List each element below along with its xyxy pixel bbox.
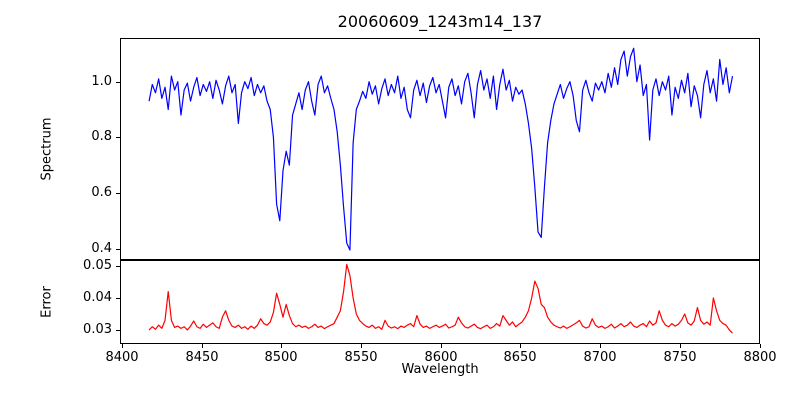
error-x-tick-label: 8600	[424, 350, 458, 365]
error-x-tick-label: 8450	[185, 350, 219, 365]
spectrum-line	[148, 47, 734, 251]
error-x-tick	[680, 344, 681, 348]
error-x-tick	[520, 344, 521, 348]
error-x-tick-label: 8700	[583, 350, 617, 365]
spectrum-y-tick-label: 0.6	[91, 185, 112, 200]
spectrum-y-tick-label: 0.4	[91, 241, 112, 256]
spectrum-y-tick-label: 1.0	[91, 74, 112, 89]
error-x-tick	[361, 344, 362, 348]
plot-title: 20060609_1243m14_137	[337, 12, 543, 31]
error-x-tick-label: 8500	[264, 350, 298, 365]
spectrum-y-axis-label: Spectrum	[39, 117, 55, 181]
error-y-tick	[116, 266, 120, 267]
error-x-tick-label: 8400	[105, 350, 139, 365]
error-x-tick	[600, 344, 601, 348]
spectrum-y-tick	[116, 249, 120, 250]
error-x-tick-label: 8750	[663, 350, 697, 365]
spectrum-y-tick	[116, 193, 120, 194]
x-axis-label: Wavelength	[401, 362, 479, 377]
error-x-tick-label: 8800	[743, 350, 777, 365]
error-plot	[120, 260, 760, 344]
error-x-tick-label: 8650	[503, 350, 537, 365]
error-x-tick	[441, 344, 442, 348]
error-y-tick	[116, 298, 120, 299]
error-panel	[120, 260, 760, 344]
error-y-tick-label: 0.04	[83, 290, 112, 305]
error-x-tick-label: 8550	[344, 350, 378, 365]
spectrum-panel	[120, 38, 760, 260]
error-x-tick	[202, 344, 203, 348]
error-line	[148, 263, 733, 334]
error-y-tick	[116, 330, 120, 331]
error-y-tick-label: 0.03	[83, 322, 112, 337]
error-x-tick	[122, 344, 123, 348]
error-axes-frame	[120, 260, 760, 344]
error-y-tick-label: 0.05	[83, 258, 112, 273]
spectrum-y-tick	[116, 82, 120, 83]
spectrum-plot	[120, 38, 760, 260]
spectrum-axes-frame	[120, 38, 760, 260]
error-x-tick	[281, 344, 282, 348]
error-x-tick	[760, 344, 761, 348]
spectrum-y-tick-label: 0.8	[91, 129, 112, 144]
spectrum-y-tick	[116, 137, 120, 138]
